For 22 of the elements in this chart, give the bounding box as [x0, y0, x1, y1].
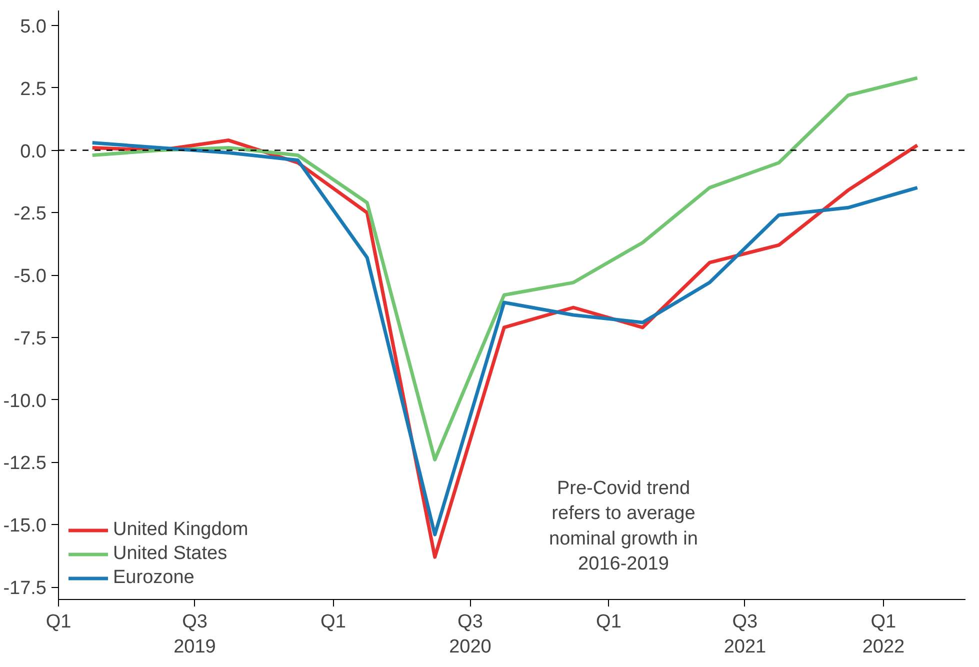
x-tick-label: Q3 2019 [174, 612, 216, 658]
y-tick-label: -2.5 [14, 204, 47, 225]
x-tick-label: Q3 2020 [449, 612, 492, 658]
x-tick-label: Q1 [596, 612, 622, 632]
y-tick-label: -5.0 [14, 266, 47, 288]
x-tick-label: Q1 [320, 612, 346, 632]
annotation: Pre-Covid trend refers to average nominal growth in 2016-2019 [549, 478, 698, 574]
legend-label: Eurozone [113, 567, 194, 589]
legend-label: United States [113, 543, 228, 565]
y-tick-label: -15.0 [3, 516, 47, 537]
y-tick-label: -7.5 [14, 328, 47, 350]
y-tick-label: -12.5 [3, 453, 47, 474]
y-tick-label: 2.5 [20, 78, 47, 100]
y-tick-label: 0.0 [20, 141, 47, 162]
x-tick-label: Q1 [46, 612, 72, 632]
legend-label: United Kingdom [113, 519, 248, 541]
line-series [90, 76, 920, 462]
x-tick-label: Q3 2021 [724, 612, 766, 658]
y-tick-label: 5.0 [20, 16, 47, 38]
y-tick-label: -10.0 [3, 390, 47, 412]
y-tick-label: -17.5 [3, 578, 47, 600]
x-tick-label: Q1 2022 [862, 612, 905, 658]
